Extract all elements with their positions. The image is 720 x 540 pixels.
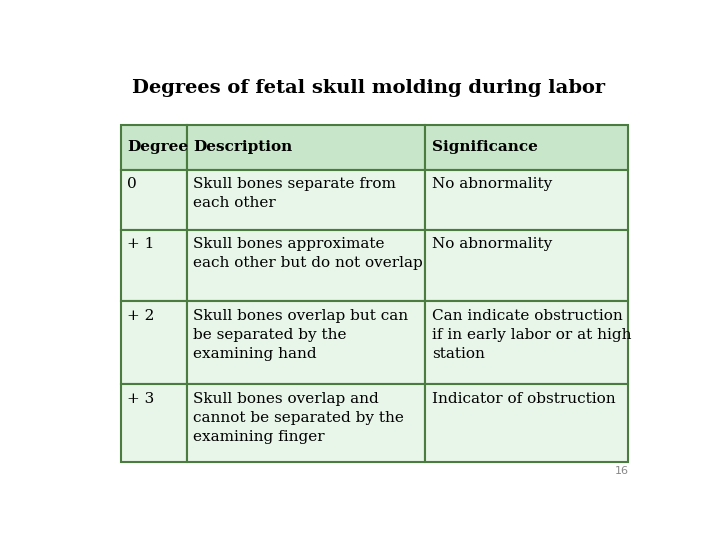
Text: No abnormality: No abnormality [432,177,552,191]
Bar [426,230,629,301]
Text: 0: 0 [127,177,137,191]
Text: Skull bones separate from
each other: Skull bones separate from each other [194,177,396,210]
Text: Can indicate obstruction
if in early labor or at high
station: Can indicate obstruction if in early lab… [432,309,631,361]
Text: + 3: + 3 [127,392,155,406]
Bar [121,170,186,230]
Text: 16: 16 [614,467,629,476]
Bar [186,170,426,230]
Bar [426,170,629,230]
Text: Degrees of fetal skull molding during labor: Degrees of fetal skull molding during la… [132,79,606,97]
Text: Indicator of obstruction: Indicator of obstruction [432,392,616,406]
Text: Skull bones overlap but can
be separated by the
examining hand: Skull bones overlap but can be separated… [194,309,408,361]
Bar [186,125,426,170]
Text: No abnormality: No abnormality [432,237,552,251]
Bar [186,301,426,384]
Text: Description: Description [194,140,292,154]
Bar [121,125,186,170]
Bar [426,384,629,462]
Bar [186,230,426,301]
Text: Degree: Degree [127,140,189,154]
Bar [121,384,186,462]
Text: + 2: + 2 [127,309,155,323]
Bar [121,301,186,384]
Bar [426,125,629,170]
Text: Skull bones overlap and
cannot be separated by the
examining finger: Skull bones overlap and cannot be separa… [194,392,404,444]
Bar [121,230,186,301]
Text: + 1: + 1 [127,237,155,251]
Text: Significance: Significance [432,140,538,154]
Bar [426,301,629,384]
Text: Skull bones approximate
each other but do not overlap: Skull bones approximate each other but d… [194,237,423,270]
Bar [186,384,426,462]
